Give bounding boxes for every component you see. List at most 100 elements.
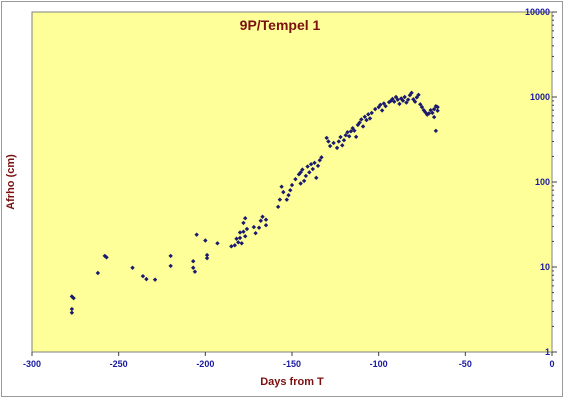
- data-point: [194, 232, 199, 237]
- data-point: [234, 236, 239, 241]
- data-point: [378, 102, 383, 107]
- data-point: [426, 111, 432, 116]
- data-point: [390, 96, 395, 102]
- data-point: [241, 229, 246, 234]
- data-point: [435, 108, 440, 113]
- data-point: [340, 143, 345, 148]
- data-point: [369, 110, 374, 116]
- x-tick-label: -50: [459, 359, 472, 369]
- data-point: [144, 276, 149, 282]
- chart-title: 9P/Tempel 1: [240, 17, 321, 33]
- x-tick-label: 0: [549, 359, 554, 369]
- y-tick-label: 100: [535, 177, 550, 187]
- data-point: [383, 103, 388, 109]
- data-point: [350, 125, 355, 131]
- data-point: [104, 255, 109, 260]
- y-axis-title: Afrho (cm): [5, 154, 17, 210]
- y-axis: 1 10 100 1000 10000: [525, 7, 557, 357]
- data-point: [388, 98, 393, 104]
- data-point: [381, 101, 387, 106]
- data-point: [288, 188, 293, 193]
- data-point: [433, 128, 439, 134]
- data-point: [393, 94, 399, 100]
- data-point: [360, 124, 366, 129]
- data-point: [379, 108, 385, 113]
- data-point: [435, 104, 440, 110]
- data-point: [289, 182, 295, 188]
- data-point: [319, 155, 324, 160]
- data-point: [192, 269, 198, 274]
- data-point: [357, 120, 362, 125]
- data-point: [352, 128, 357, 133]
- data-point: [402, 94, 407, 100]
- data-point: [251, 224, 257, 230]
- data-point: [241, 220, 246, 226]
- data-point: [315, 163, 321, 169]
- data-point: [324, 135, 329, 141]
- data-point: [305, 164, 310, 169]
- data-point: [258, 218, 263, 223]
- data-point: [362, 114, 367, 119]
- data-point: [191, 259, 196, 264]
- data-point: [418, 102, 423, 107]
- x-axis: -300 -250 -200 -150 -100 -50 0: [23, 352, 555, 369]
- data-point: [392, 99, 397, 104]
- data-point: [414, 95, 419, 100]
- data-point: [336, 139, 341, 144]
- data-point: [130, 265, 135, 270]
- data-point: [277, 197, 283, 202]
- data-point: [367, 116, 373, 121]
- y-tick-label: 10: [540, 262, 550, 272]
- data-point: [303, 173, 309, 179]
- data-point: [419, 104, 425, 110]
- data-point: [237, 235, 243, 241]
- data-point: [395, 97, 400, 102]
- data-point: [345, 130, 350, 135]
- data-point: [256, 225, 262, 230]
- data-point: [236, 240, 241, 245]
- data-point: [263, 217, 269, 222]
- x-axis-title: Days from T: [260, 376, 324, 388]
- x-tick-label: -250: [110, 359, 128, 369]
- data-point: [431, 114, 437, 120]
- data-point: [430, 110, 435, 116]
- data-point: [347, 134, 352, 139]
- data-point: [69, 310, 75, 315]
- data-point: [253, 230, 258, 236]
- data-point: [168, 253, 173, 259]
- plot-area: [31, 11, 553, 353]
- data-point: [237, 230, 243, 235]
- x-tick-label: -100: [370, 359, 388, 369]
- data-point: [308, 161, 314, 167]
- data-point: [397, 101, 402, 107]
- y-tick-label: 1: [545, 347, 550, 357]
- data-point: [366, 112, 371, 117]
- data-point: [168, 263, 173, 269]
- x-tick-label: -200: [196, 359, 214, 369]
- data-points: [69, 90, 440, 315]
- data-point: [191, 265, 196, 270]
- data-point: [298, 170, 303, 175]
- data-point: [326, 139, 331, 144]
- data-point: [409, 90, 414, 96]
- data-point: [300, 167, 305, 172]
- data-point: [229, 244, 234, 249]
- data-point: [239, 241, 244, 246]
- data-point: [298, 181, 303, 186]
- data-point: [331, 140, 336, 146]
- data-point: [359, 117, 364, 122]
- data-point: [69, 306, 75, 312]
- data-point: [338, 134, 343, 140]
- data-point: [293, 176, 298, 182]
- data-point: [317, 158, 322, 163]
- data-point: [312, 160, 317, 166]
- data-point: [279, 184, 284, 189]
- data-point: [275, 204, 281, 210]
- x-tick-label: -300: [23, 359, 41, 369]
- data-point: [416, 92, 421, 98]
- x-tick-label: -150: [283, 359, 301, 369]
- data-point: [203, 238, 208, 243]
- data-point: [428, 107, 433, 113]
- data-point: [260, 214, 265, 219]
